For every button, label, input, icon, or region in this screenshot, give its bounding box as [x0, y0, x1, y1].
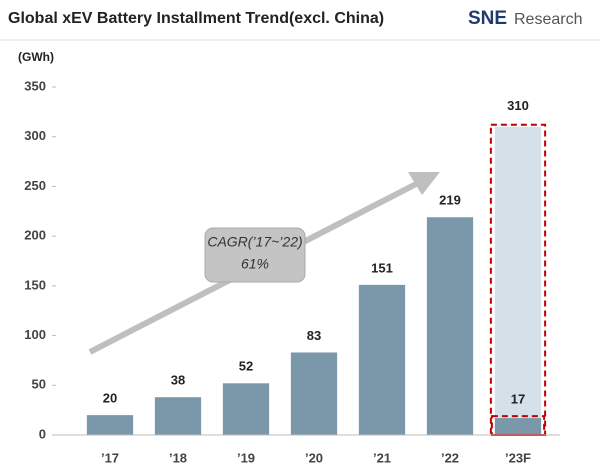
x-tick-label: ’22 [441, 450, 459, 465]
bar [358, 284, 406, 435]
logo-brand: SNE [468, 8, 507, 29]
chart-title: Global xEV Battery Installment Trend(exc… [8, 10, 384, 27]
annotation-line: 61% [241, 256, 269, 272]
x-tick-label: ’17 [101, 450, 119, 465]
bar [494, 418, 542, 435]
bar [290, 352, 338, 435]
bar [154, 397, 202, 435]
bar [426, 217, 474, 435]
annotation-box [204, 227, 306, 283]
y-tick-label: 0 [39, 426, 46, 441]
bar [86, 415, 134, 435]
value-label: 52 [239, 359, 253, 374]
value-label: 17 [511, 392, 525, 407]
logo-text: Research [514, 11, 582, 28]
y-tick-label: 100 [24, 327, 46, 342]
bar [494, 126, 542, 436]
y-tick-label: 50 [32, 377, 46, 392]
value-label: 219 [439, 193, 461, 208]
logo: SNE Research [468, 8, 582, 29]
y-tick-label: 250 [24, 178, 46, 193]
unit-label: (GWh) [18, 50, 54, 64]
value-label: 38 [171, 373, 185, 388]
value-label: 83 [307, 328, 321, 343]
y-tick-label: 200 [24, 228, 46, 243]
y-tick-label: 300 [24, 128, 46, 143]
value-label: 20 [103, 391, 117, 406]
value-label: 310 [507, 98, 529, 113]
x-tick-label: ’20 [305, 450, 323, 465]
y-tick-label: 150 [24, 277, 46, 292]
x-tick-label: ’18 [169, 450, 187, 465]
x-tick-label: ’21 [373, 450, 391, 465]
bar [222, 383, 270, 435]
x-tick-label: ’23F [505, 450, 531, 465]
x-tick-label: ’19 [237, 450, 255, 465]
value-label: 151 [371, 260, 393, 275]
ytd-outline [490, 415, 546, 436]
y-tick-label: 350 [24, 78, 46, 93]
annotation-line: CAGR(’17~’22) [207, 234, 302, 250]
